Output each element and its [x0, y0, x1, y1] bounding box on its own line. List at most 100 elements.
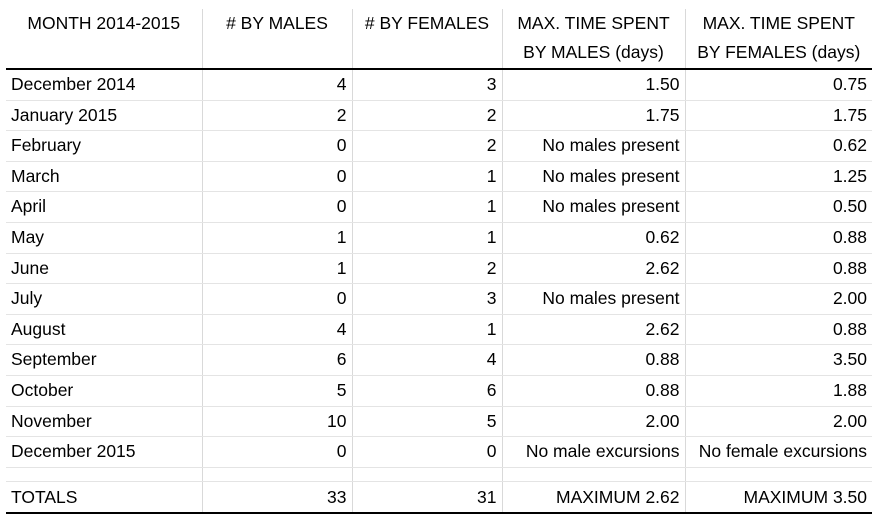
spacer-row [6, 467, 872, 482]
month-cell: November [6, 406, 202, 438]
females-time-cell: 0.88 [684, 314, 872, 346]
table-row: May 1 1 0.62 0.88 [6, 222, 872, 254]
males-time-cell: 2.00 [501, 406, 685, 438]
females-time-cell: 0.88 [684, 253, 872, 285]
females-time-cell: 0.50 [684, 191, 872, 223]
females-count-cell: 3 [351, 283, 502, 315]
month-cell: December 2014 [6, 69, 202, 101]
females-time-cell: MAXIMUM 3.50 [684, 481, 872, 514]
females-count-cell: 5 [351, 406, 502, 438]
males-time-cell: No male excursions [501, 436, 685, 468]
table-row: June 1 2 2.62 0.88 [6, 253, 872, 285]
females-time-cell: 2.00 [684, 283, 872, 315]
males-count-cell: 0 [201, 161, 352, 193]
females-time-cell: 0.75 [684, 69, 872, 101]
females-time-cell: 3.50 [684, 344, 872, 376]
spacer-cell [501, 467, 685, 482]
totals-row: TOTALS 33 31 MAXIMUM 2.62 MAXIMUM 3.50 [6, 481, 872, 514]
males-time-cell: 0.62 [501, 222, 685, 254]
males-count-cell: 1 [201, 253, 352, 285]
males-count-cell: 0 [201, 283, 352, 315]
females-time-cell: 1.25 [684, 161, 872, 193]
males-count-cell: 10 [201, 406, 352, 438]
header-month: MONTH 2014-2015 [6, 9, 202, 70]
spacer-cell [201, 467, 352, 482]
month-cell: February [6, 130, 202, 162]
males-count-cell: 0 [201, 436, 352, 468]
spacer-cell [684, 467, 872, 482]
females-time-cell: 0.62 [684, 130, 872, 162]
header-line: MAX. TIME SPENT [702, 13, 855, 33]
males-time-cell: 0.88 [501, 375, 685, 407]
month-cell: December 2015 [6, 436, 202, 468]
males-count-cell: 0 [201, 130, 352, 162]
header-line: MONTH 2014-2015 [27, 13, 181, 33]
males-count-cell: 1 [201, 222, 352, 254]
spacer-cell [6, 467, 202, 482]
females-count-cell: 31 [351, 481, 502, 514]
females-count-cell: 0 [351, 436, 502, 468]
table-row: August 4 1 2.62 0.88 [6, 314, 872, 346]
males-time-cell: 0.88 [501, 344, 685, 376]
header-line: # BY FEMALES [364, 13, 490, 33]
table-row: October 5 6 0.88 1.88 [6, 375, 872, 407]
header-males-count: # BY MALES [201, 9, 352, 70]
header-line: # BY MALES [226, 13, 328, 33]
table-row: September 6 4 0.88 3.50 [6, 344, 872, 376]
month-cell: August [6, 314, 202, 346]
males-time-cell: 1.50 [501, 69, 685, 101]
males-time-cell: No males present [501, 161, 685, 193]
males-count-cell: 6 [201, 344, 352, 376]
males-time-cell: 1.75 [501, 100, 685, 132]
females-count-cell: 2 [351, 253, 502, 285]
males-count-cell: 4 [201, 69, 352, 101]
table-row: December 2014 4 3 1.50 0.75 [6, 69, 872, 101]
header-females-count: # BY FEMALES [351, 9, 502, 70]
table-row: November 10 5 2.00 2.00 [6, 406, 872, 438]
table-row: April 0 1 No males present 0.50 [6, 191, 872, 223]
header-line: MAX. TIME SPENT [517, 13, 670, 33]
females-count-cell: 2 [351, 130, 502, 162]
males-count-cell: 2 [201, 100, 352, 132]
females-count-cell: 1 [351, 314, 502, 346]
females-count-cell: 6 [351, 375, 502, 407]
month-cell: May [6, 222, 202, 254]
table-row: December 2015 0 0 No male excursions No fema… [6, 436, 872, 468]
table-row: July 0 3 No males present 2.00 [6, 283, 872, 315]
males-count-cell: 0 [201, 191, 352, 223]
females-time-cell: No female excursions [684, 436, 872, 468]
month-cell: June [6, 253, 202, 285]
females-count-cell: 1 [351, 191, 502, 223]
males-count-cell: 4 [201, 314, 352, 346]
month-cell: TOTALS [6, 481, 202, 514]
females-count-cell: 2 [351, 100, 502, 132]
month-cell: October [6, 375, 202, 407]
header-females-time: MAX. TIME SPENT BY FEMALES (days) [684, 9, 872, 70]
month-cell: July [6, 283, 202, 315]
spacer-cell [351, 467, 502, 482]
table-row: February 0 2 No males present 0.62 [6, 130, 872, 162]
females-time-cell: 0.88 [684, 222, 872, 254]
males-time-cell: 2.62 [501, 314, 685, 346]
males-count-cell: 33 [201, 481, 352, 514]
females-count-cell: 1 [351, 222, 502, 254]
table-body: December 2014 4 3 1.50 0.75 January 2015 2 2 1.7… [6, 69, 872, 514]
month-cell: September [6, 344, 202, 376]
females-time-cell: 2.00 [684, 406, 872, 438]
table-row: March 0 1 No males present 1.25 [6, 161, 872, 193]
month-cell: April [6, 191, 202, 223]
males-time-cell: No males present [501, 130, 685, 162]
header-line: BY MALES (days) [523, 42, 664, 62]
males-time-cell: No males present [501, 191, 685, 223]
females-time-cell: 1.88 [684, 375, 872, 407]
males-count-cell: 5 [201, 375, 352, 407]
month-cell: March [6, 161, 202, 193]
table-row: January 2015 2 2 1.75 1.75 [6, 100, 872, 132]
females-count-cell: 3 [351, 69, 502, 101]
header-row: MONTH 2014-2015 # BY MALES # BY FEMALES … [6, 9, 872, 70]
males-time-cell: MAXIMUM 2.62 [501, 481, 685, 514]
females-time-cell: 1.75 [684, 100, 872, 132]
excursion-table: MONTH 2014-2015 # BY MALES # BY FEMALES … [6, 9, 872, 514]
males-time-cell: 2.62 [501, 253, 685, 285]
males-time-cell: No males present [501, 283, 685, 315]
